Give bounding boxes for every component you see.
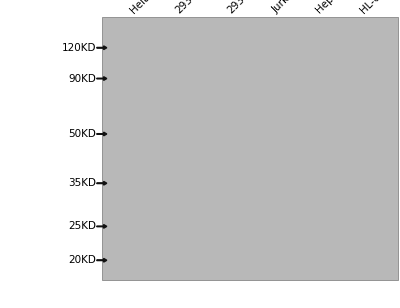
Ellipse shape [113, 176, 139, 181]
Text: 293: 293 [226, 0, 247, 15]
Text: 25KD: 25KD [68, 221, 96, 231]
Ellipse shape [336, 176, 362, 180]
Ellipse shape [334, 171, 364, 183]
Text: 20KD: 20KD [68, 255, 96, 265]
Ellipse shape [164, 173, 172, 181]
Text: 35KD: 35KD [68, 178, 96, 188]
Text: Hela: Hela [128, 0, 152, 15]
Ellipse shape [293, 176, 315, 180]
Text: 50KD: 50KD [68, 129, 96, 139]
Text: HL-60: HL-60 [358, 0, 386, 15]
Ellipse shape [178, 173, 186, 181]
Ellipse shape [244, 168, 280, 186]
Ellipse shape [164, 176, 172, 179]
Text: Jurkat: Jurkat [270, 0, 299, 15]
Ellipse shape [178, 176, 186, 179]
Ellipse shape [291, 172, 317, 182]
Text: HepG2: HepG2 [314, 0, 346, 15]
Ellipse shape [202, 166, 240, 188]
Text: 120KD: 120KD [62, 43, 96, 53]
Ellipse shape [247, 175, 277, 182]
Ellipse shape [111, 170, 141, 184]
Ellipse shape [205, 175, 237, 183]
Text: 293T: 293T [174, 0, 200, 15]
Text: 90KD: 90KD [68, 74, 96, 83]
